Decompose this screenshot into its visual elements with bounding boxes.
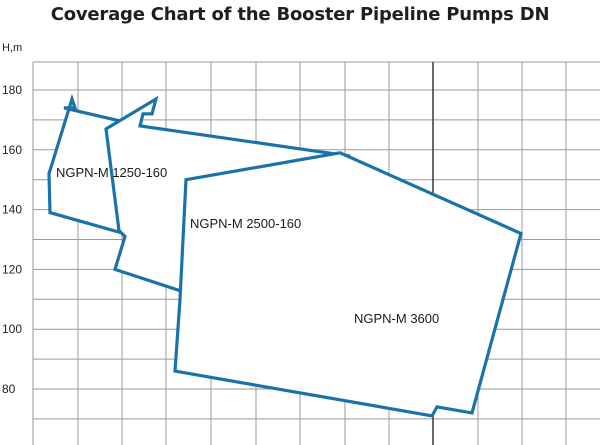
chart-title: Coverage Chart of the Booster Pipeline P… xyxy=(50,4,550,25)
y-tick-label: 180 xyxy=(2,83,22,97)
region-label: NGPN-M 3600 xyxy=(354,311,439,326)
y-axis-label: H,m xyxy=(2,42,22,54)
y-tick-label: 100 xyxy=(2,322,22,336)
y-tick-label: 80 xyxy=(2,382,16,396)
coverage-region xyxy=(173,151,523,418)
region-label: NGPN-M 2500-160 xyxy=(190,216,301,231)
y-tick-label: 120 xyxy=(2,262,22,276)
y-tick-label: 160 xyxy=(2,143,22,157)
region-label: NGPN-M 1250-160 xyxy=(56,165,167,180)
y-tick-label: 140 xyxy=(2,203,22,217)
